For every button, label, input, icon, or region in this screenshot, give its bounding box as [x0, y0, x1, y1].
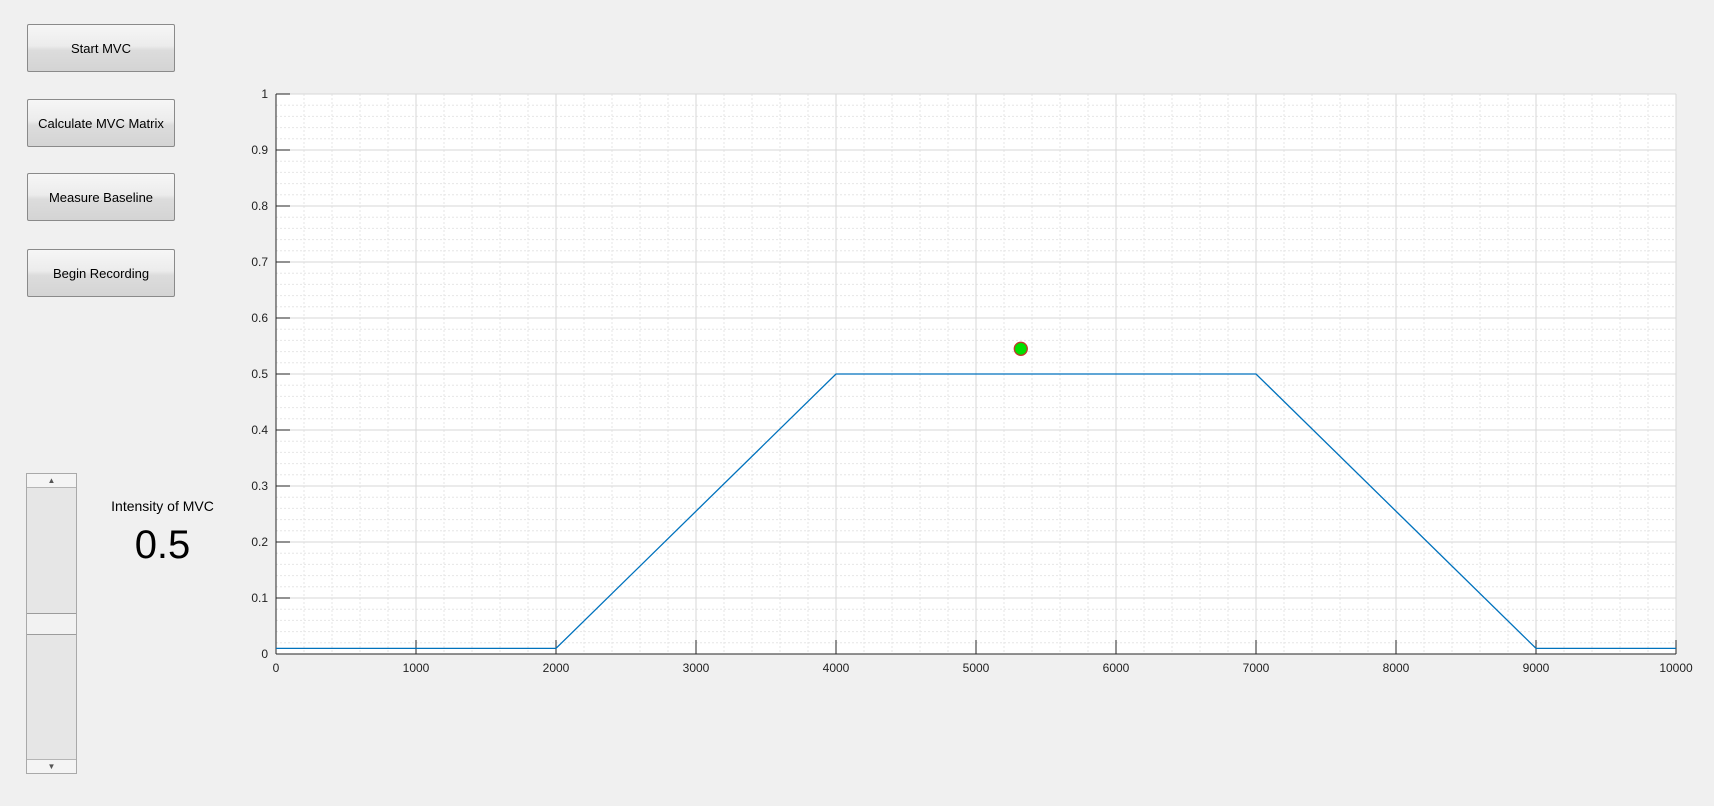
x-tick-label: 2000	[543, 661, 570, 675]
slider-up-arrow-icon[interactable]: ▲	[27, 474, 76, 488]
x-tick-label: 6000	[1103, 661, 1130, 675]
x-tick-label: 8000	[1383, 661, 1410, 675]
y-tick-label: 1	[261, 87, 268, 101]
slider-thumb[interactable]	[27, 612, 76, 635]
trapezoid-series-line	[276, 373, 1676, 650]
x-tick-label: 5000	[963, 661, 990, 675]
intensity-slider[interactable]: ▲ ▼	[26, 473, 77, 774]
y-tick-label: 0.4	[251, 423, 268, 437]
slider-down-arrow-icon[interactable]: ▼	[27, 759, 76, 773]
begin-recording-button[interactable]: Begin Recording	[27, 249, 175, 297]
measure-baseline-button[interactable]: Measure Baseline	[27, 173, 175, 221]
y-tick-label: 0.9	[251, 143, 268, 157]
x-tick-label: 3000	[683, 661, 710, 675]
intensity-value: 0.5	[134, 523, 191, 567]
tick-labels: 0 1000 2000 3000 4000 5000 6000 7000 8000 9000 100…	[251, 87, 1693, 675]
x-tick-label: 4000	[823, 661, 850, 675]
x-tick-label: 7000	[1243, 661, 1270, 675]
x-tick-label: 9000	[1523, 661, 1550, 675]
x-tick-label: 1000	[403, 661, 430, 675]
calculate-mvc-matrix-button[interactable]: Calculate MVC Matrix	[27, 99, 175, 147]
y-tick-label: 0.2	[251, 535, 268, 549]
intensity-label: Intensity of MVC	[111, 498, 214, 514]
y-tick-label: 0.1	[251, 591, 268, 605]
ticks	[275, 93, 1677, 655]
y-tick-label: 0.3	[251, 479, 268, 493]
series	[276, 373, 1676, 650]
current-position-marker	[1013, 341, 1028, 356]
start-mvc-button[interactable]: Start MVC	[27, 24, 175, 72]
y-tick-label: 0.5	[251, 367, 268, 381]
x-tick-label: 10000	[1659, 661, 1693, 675]
y-tick-label: 0	[261, 647, 268, 661]
y-tick-label: 0.8	[251, 199, 268, 213]
y-tick-label: 0.7	[251, 255, 268, 269]
y-tick-label: 0.6	[251, 311, 268, 325]
x-tick-label: 0	[273, 661, 280, 675]
marker	[1013, 341, 1028, 356]
